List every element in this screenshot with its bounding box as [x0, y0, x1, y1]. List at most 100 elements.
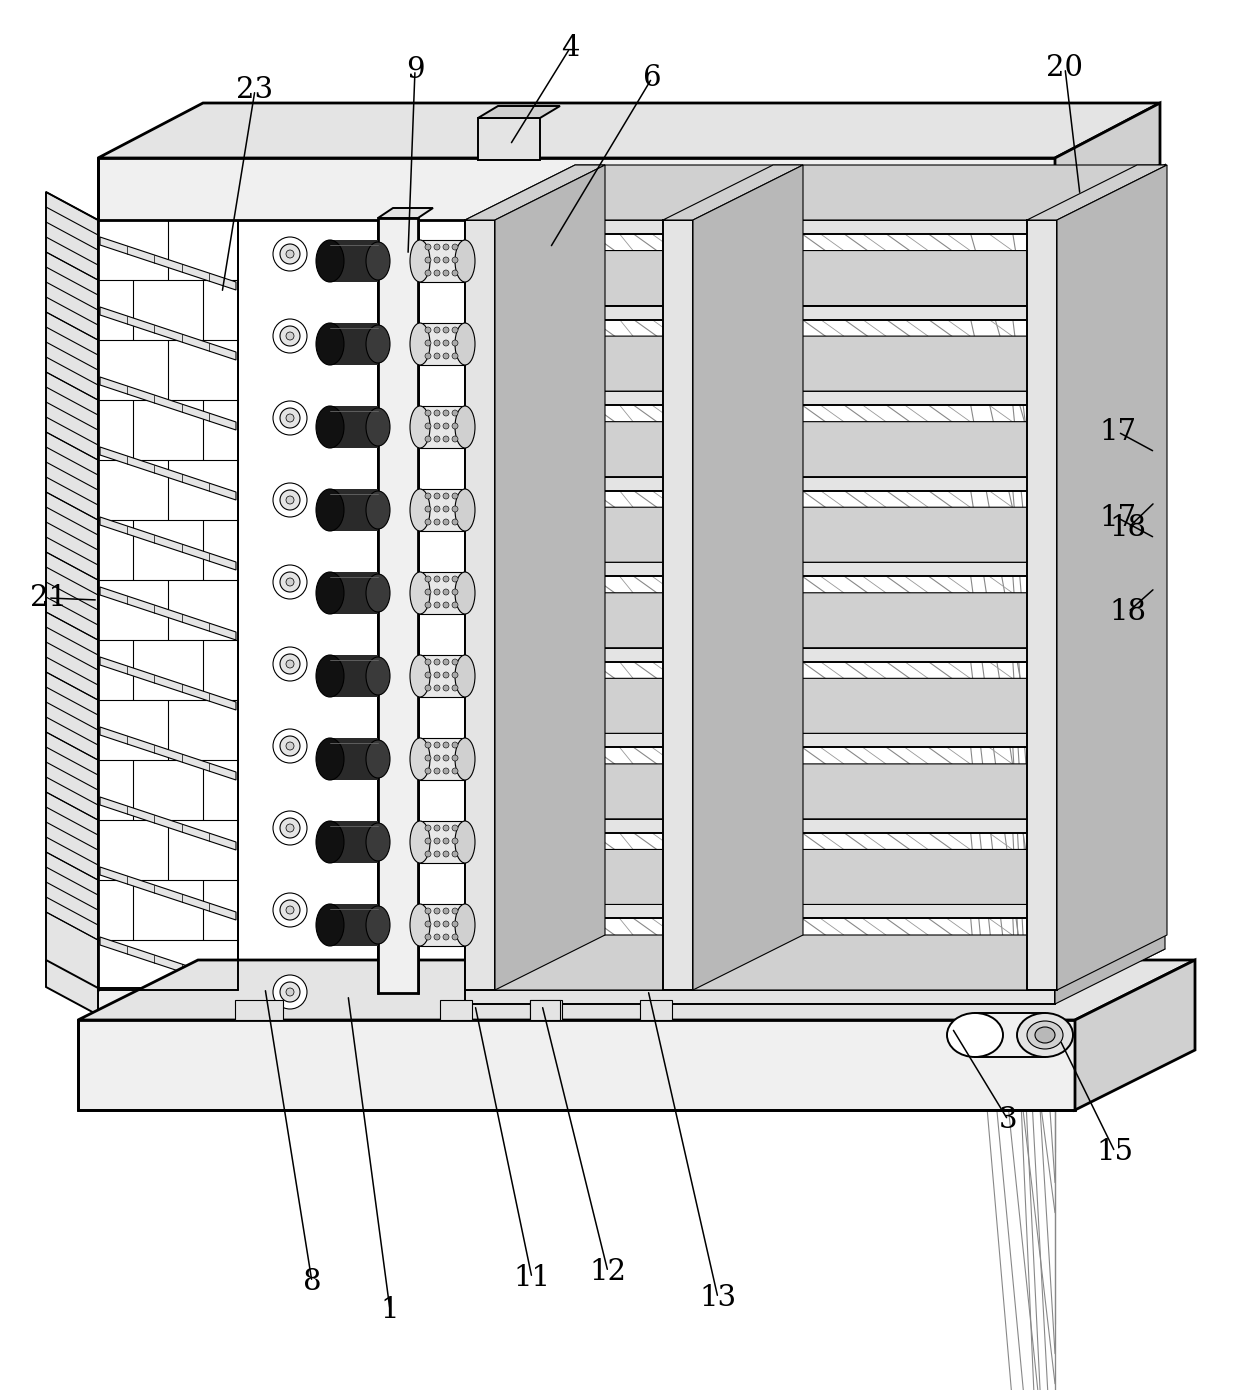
Circle shape — [453, 908, 458, 915]
Polygon shape — [330, 655, 378, 696]
Circle shape — [453, 423, 458, 430]
Polygon shape — [420, 322, 465, 366]
Polygon shape — [100, 377, 236, 430]
Circle shape — [434, 908, 440, 915]
Text: 23: 23 — [237, 76, 274, 104]
Circle shape — [434, 934, 440, 940]
Circle shape — [425, 934, 432, 940]
Circle shape — [443, 685, 449, 691]
Polygon shape — [465, 220, 495, 990]
Circle shape — [443, 922, 449, 927]
Ellipse shape — [366, 409, 391, 446]
Polygon shape — [330, 322, 378, 366]
Circle shape — [425, 826, 432, 831]
Circle shape — [425, 742, 432, 748]
Ellipse shape — [410, 655, 430, 696]
Ellipse shape — [366, 574, 391, 612]
Polygon shape — [465, 905, 1055, 919]
Ellipse shape — [410, 821, 430, 863]
Polygon shape — [100, 796, 236, 851]
Polygon shape — [420, 655, 465, 696]
Polygon shape — [98, 988, 378, 1015]
Circle shape — [453, 838, 458, 844]
Circle shape — [443, 327, 449, 334]
Circle shape — [434, 742, 440, 748]
Polygon shape — [465, 734, 1055, 748]
Circle shape — [434, 575, 440, 582]
Ellipse shape — [947, 1013, 1003, 1056]
Circle shape — [273, 564, 308, 599]
Circle shape — [425, 257, 432, 263]
Circle shape — [453, 922, 458, 927]
Polygon shape — [78, 1020, 1075, 1111]
Circle shape — [273, 646, 308, 681]
Polygon shape — [1055, 507, 1166, 577]
Circle shape — [443, 436, 449, 442]
Circle shape — [434, 838, 440, 844]
Polygon shape — [1027, 220, 1056, 990]
Polygon shape — [529, 999, 562, 1020]
Circle shape — [425, 493, 432, 499]
Circle shape — [453, 506, 458, 512]
Ellipse shape — [366, 491, 391, 530]
Circle shape — [453, 671, 458, 678]
Circle shape — [286, 906, 294, 915]
Circle shape — [443, 755, 449, 760]
Ellipse shape — [316, 573, 343, 614]
Circle shape — [453, 270, 458, 277]
Text: 1: 1 — [381, 1295, 399, 1325]
Ellipse shape — [1017, 1013, 1073, 1056]
Polygon shape — [1055, 165, 1166, 990]
Polygon shape — [465, 507, 1166, 562]
Polygon shape — [495, 165, 605, 990]
Polygon shape — [330, 821, 378, 863]
Circle shape — [453, 589, 458, 595]
Polygon shape — [465, 849, 1166, 905]
Polygon shape — [465, 819, 1055, 833]
Circle shape — [434, 245, 440, 250]
Ellipse shape — [455, 573, 475, 614]
Circle shape — [443, 589, 449, 595]
Ellipse shape — [455, 655, 475, 696]
Ellipse shape — [455, 406, 475, 448]
Circle shape — [443, 410, 449, 416]
Circle shape — [273, 482, 308, 517]
Polygon shape — [1027, 165, 1167, 220]
Ellipse shape — [366, 739, 391, 778]
Ellipse shape — [366, 325, 391, 363]
Circle shape — [273, 728, 308, 763]
Polygon shape — [465, 220, 1055, 234]
Circle shape — [453, 742, 458, 748]
Polygon shape — [1055, 421, 1166, 491]
Ellipse shape — [410, 240, 430, 282]
Circle shape — [273, 238, 308, 271]
Ellipse shape — [410, 573, 430, 614]
Polygon shape — [663, 220, 693, 990]
Polygon shape — [465, 765, 1166, 819]
Ellipse shape — [455, 322, 475, 366]
Ellipse shape — [410, 489, 430, 531]
Polygon shape — [440, 999, 472, 1020]
Circle shape — [425, 410, 432, 416]
Circle shape — [443, 257, 449, 263]
Polygon shape — [330, 738, 378, 780]
Circle shape — [286, 250, 294, 259]
Circle shape — [434, 589, 440, 595]
Polygon shape — [465, 562, 1055, 577]
Ellipse shape — [366, 906, 391, 944]
Circle shape — [280, 327, 300, 346]
Polygon shape — [100, 727, 236, 780]
Polygon shape — [465, 250, 1166, 306]
Polygon shape — [100, 587, 236, 639]
Ellipse shape — [316, 406, 343, 448]
Polygon shape — [975, 1013, 1045, 1056]
Circle shape — [443, 671, 449, 678]
Polygon shape — [420, 240, 465, 282]
Circle shape — [443, 341, 449, 346]
Polygon shape — [1055, 336, 1166, 404]
Polygon shape — [1075, 960, 1195, 1111]
Circle shape — [273, 400, 308, 435]
Polygon shape — [1056, 165, 1167, 990]
Text: 12: 12 — [589, 1258, 626, 1286]
Text: 3: 3 — [998, 1106, 1017, 1134]
